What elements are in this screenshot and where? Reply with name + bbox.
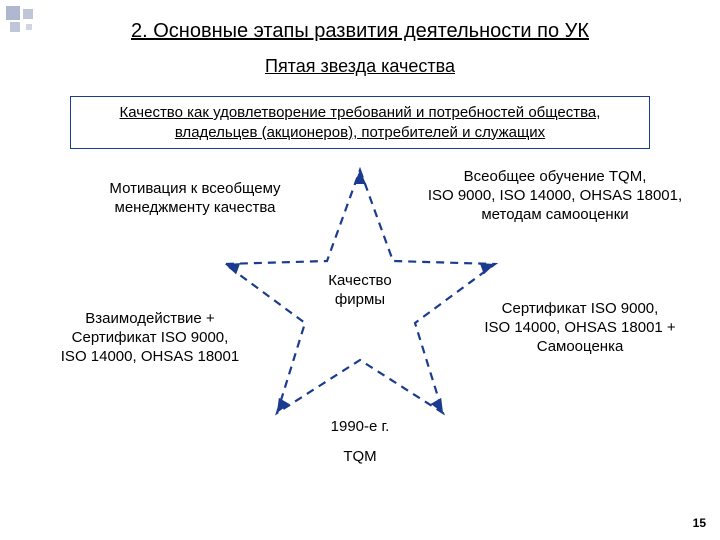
star-diagram: Мотивация к всеобщемуменеджменту качеств… — [0, 150, 720, 480]
definition-box: Качество как удовлетворение требований и… — [70, 96, 650, 149]
label-bottom-right: Сертификат ISO 9000,ISO 14000, OHSAS 180… — [470, 300, 690, 356]
slide-title: 2. Основные этапы развития деятельности … — [0, 20, 720, 43]
label-top-right: Всеобщее обучение TQM,ISO 9000, ISO 1400… — [415, 168, 695, 224]
label-center: Качествофирмы — [310, 272, 410, 310]
box-line2: владельцев (акционеров), потребителей и … — [175, 124, 545, 141]
slide-number: 15 — [693, 516, 706, 530]
label-year: 1990-е г. — [0, 418, 720, 437]
box-line1: Качество как удовлетворение требований и… — [120, 104, 601, 121]
label-top-left: Мотивация к всеобщемуменеджменту качеств… — [90, 180, 300, 218]
label-bottom-center: TQM — [0, 448, 720, 467]
label-bottom-left: Взаимодействие +Сертификат ISO 9000,ISO … — [50, 310, 250, 366]
slide-subtitle: Пятая звезда качества — [0, 56, 720, 77]
